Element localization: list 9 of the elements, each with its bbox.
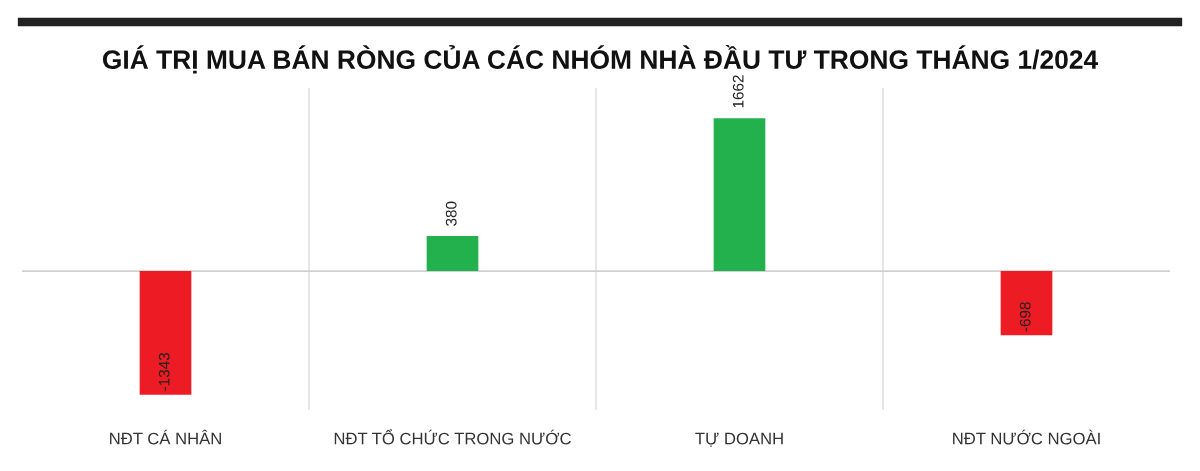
data-label: 1662 [732,75,744,108]
x-tick-label: NĐT TỔ CHỨC TRONG NƯỚC [334,429,571,445]
chart-title: GIÁ TRỊ MUA BÁN RÒNG CỦA CÁC NHÓM NHÀ ĐẦU TƯ TRONG THÁNG 1/2024 [102,45,1099,74]
x-tick-label: NĐT NƯỚC NGOÀI [953,429,1100,445]
x-tick-label: NĐT CÁ NHÂN [110,429,221,445]
data-label: -698 [1019,302,1031,332]
data-label: 380 [445,201,457,226]
x-tick-label: TỰ DOANH [695,432,783,447]
data-label: -1343 [158,353,170,391]
